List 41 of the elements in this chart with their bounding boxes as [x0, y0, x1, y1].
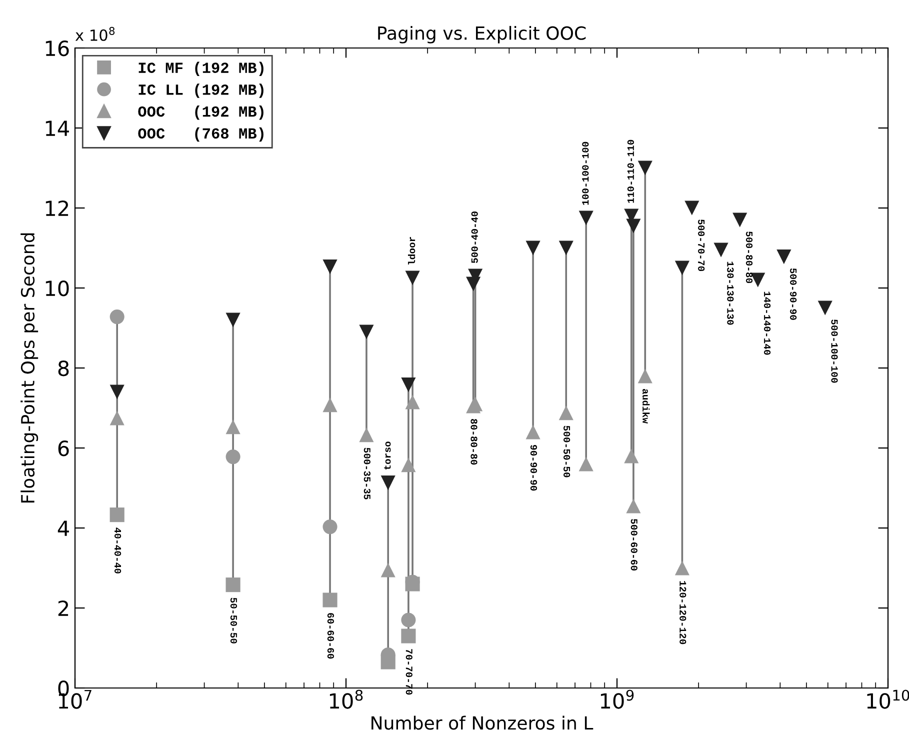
y-tick-label: 10 — [46, 280, 69, 296]
y-axis-title: Floating-Point Ops per Second — [20, 233, 38, 503]
annotation: 130-130-130 — [727, 262, 734, 325]
chart-title: Paging vs. Explicit OOC — [378, 26, 586, 44]
annotation: 500-40-40 — [471, 212, 478, 264]
y-tick-label: 2 — [58, 600, 68, 616]
annotation: 80-80-80 — [470, 419, 478, 465]
annotation: 60-60-60 — [327, 613, 334, 659]
annotation: 120-120-120 — [680, 581, 686, 644]
annotation: 500-60-60 — [630, 518, 638, 570]
annotation: 500-90-90 — [790, 268, 797, 320]
x-tick-label: 10$^{10}$ — [867, 690, 909, 709]
y-tick-label: 6 — [58, 440, 69, 456]
x-tick-label: 10$^{9}$ — [600, 690, 634, 709]
y-tick-label: 4 — [58, 520, 69, 536]
annotation: 50-50-50 — [230, 598, 238, 644]
annotation: ldoor — [408, 237, 416, 264]
annotation: 70-70-70 — [406, 649, 412, 695]
y-tick-label: 12 — [46, 200, 68, 216]
legend-label: IC MF (192 MB) — [138, 62, 264, 76]
legend-label: OOC (768 MB) — [138, 127, 264, 142]
text: x 10$^{8}$ — [75, 26, 115, 41]
annotation: 500-35-35 — [364, 448, 370, 500]
x-tick-label: 10$^{8}$ — [330, 690, 363, 709]
annotation: 500-70-70 — [698, 220, 705, 272]
annotation: 100-100-100 — [582, 142, 589, 205]
annotation: 500-80-80 — [746, 232, 753, 284]
annotation: 90-90-90 — [530, 445, 538, 491]
annotation: 500-100-100 — [831, 320, 838, 383]
annotation: audikw — [642, 389, 650, 424]
y-tick-label: 16 — [46, 40, 69, 56]
y-tick-label: 14 — [46, 120, 69, 136]
annotation: 140-140-140 — [764, 292, 771, 355]
annotation: 500-50-50 — [564, 426, 570, 478]
annotation: 110-110-110 — [627, 140, 634, 203]
legend-label: IC LL (192 MB) — [138, 84, 264, 98]
x-axis-title: Number of Nonzeros in L — [372, 716, 594, 730]
legend-label: OOC (192 MB) — [138, 106, 264, 120]
annotation: torso — [384, 442, 391, 470]
annotation: 40-40-40 — [114, 528, 122, 574]
y-tick-label: 8 — [58, 360, 69, 376]
